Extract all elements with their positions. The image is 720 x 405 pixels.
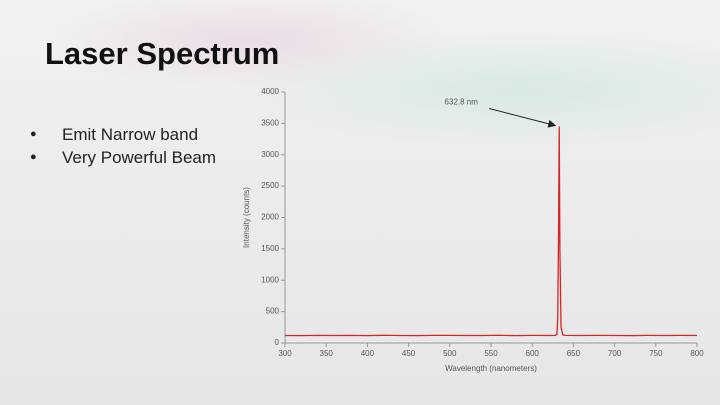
x-tick-label: 400: [361, 349, 375, 358]
bullet: Emit Narrow band: [30, 123, 220, 146]
x-tick-label: 700: [608, 349, 622, 358]
x-tick-label: 600: [526, 349, 540, 358]
x-tick-label: 350: [320, 349, 334, 358]
y-tick-label: 4000: [261, 87, 279, 96]
y-tick-label: 0: [275, 338, 280, 347]
x-tick-label: 450: [402, 349, 416, 358]
x-tick-label: 650: [567, 349, 581, 358]
y-tick-label: 3500: [261, 118, 279, 127]
y-tick-label: 1500: [261, 244, 279, 253]
y-tick-label: 500: [266, 307, 280, 316]
bullet-list: Emit Narrow band Very Powerful Beam: [30, 123, 220, 169]
annotation-arrow: [489, 108, 557, 128]
y-tick-label: 3000: [261, 150, 279, 159]
x-tick-label: 300: [278, 349, 292, 358]
x-tick-label: 800: [690, 349, 704, 358]
slide-title: Laser Spectrum: [45, 36, 280, 71]
spectrum-line: [284, 126, 698, 337]
bullet: Very Powerful Beam: [30, 146, 220, 169]
y-axis-label: Intensity (counts): [242, 187, 251, 248]
x-tick-label: 500: [443, 349, 457, 358]
annotation: 632.8 nm: [445, 98, 479, 107]
x-axis-label: Wavelength (nanometers): [445, 364, 537, 373]
y-tick-label: 2500: [261, 181, 279, 190]
x-tick-label: 750: [649, 349, 663, 358]
y-tick-label: 2000: [261, 213, 279, 222]
y-tick-label: 1000: [261, 275, 279, 284]
x-tick-label: 550: [484, 349, 498, 358]
